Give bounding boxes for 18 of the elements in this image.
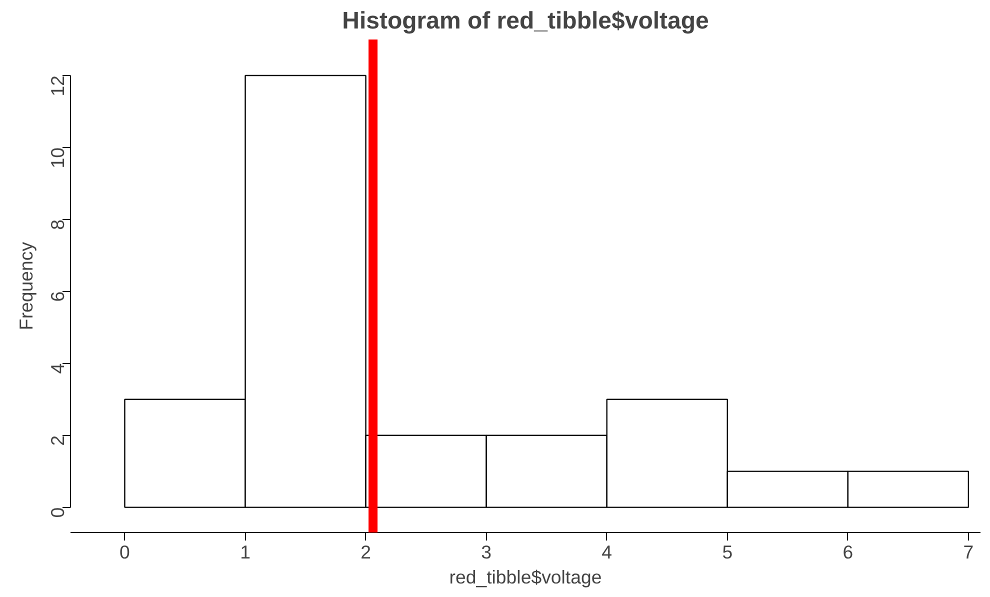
x-axis-title: red_tibble$voltage [449, 566, 602, 588]
x-tick-label: 2 [360, 542, 371, 562]
x-tick-label: 6 [842, 542, 854, 562]
chart-title: Histogram of red_tibble$voltage [342, 8, 709, 34]
x-tick-label: 7 [963, 542, 974, 562]
y-tick-label: 2 [47, 435, 68, 446]
x-tick-label: 3 [481, 542, 492, 562]
y-tick-label: 0 [47, 507, 68, 518]
x-tick-label: 0 [120, 542, 130, 562]
y-tick-label: 10 [47, 147, 68, 168]
y-tick-label: 12 [47, 75, 68, 96]
x-tick-label: 4 [602, 542, 612, 562]
y-axis-title: Frequency [16, 241, 36, 330]
y-tick-label: 4 [47, 363, 68, 374]
x-tick-label: 5 [722, 542, 733, 562]
y-tick-label: 6 [47, 291, 68, 302]
y-tick-label: 8 [47, 219, 68, 230]
x-tick-label: 1 [240, 542, 250, 562]
